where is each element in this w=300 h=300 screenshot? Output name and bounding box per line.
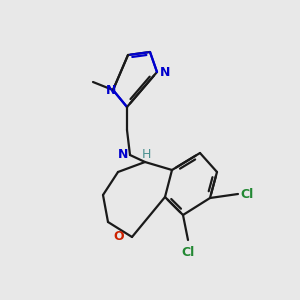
Text: N: N <box>118 148 128 161</box>
Text: O: O <box>113 230 124 244</box>
Text: Cl: Cl <box>240 188 253 200</box>
Text: N: N <box>160 65 170 79</box>
Text: N: N <box>106 83 116 97</box>
Text: H: H <box>142 148 152 160</box>
Text: Cl: Cl <box>182 246 195 259</box>
